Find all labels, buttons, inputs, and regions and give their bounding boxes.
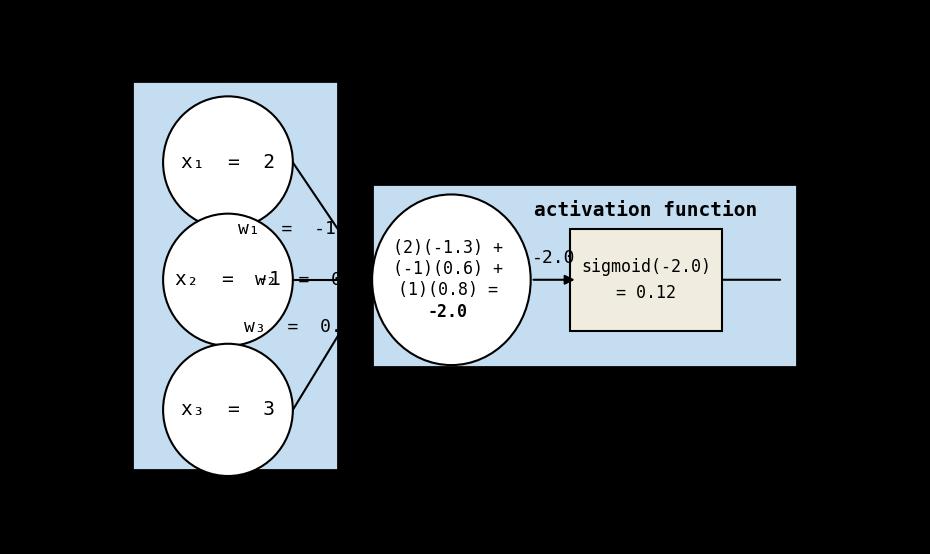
- Text: -2.0: -2.0: [532, 249, 576, 267]
- FancyBboxPatch shape: [372, 184, 797, 367]
- Ellipse shape: [163, 343, 293, 476]
- FancyBboxPatch shape: [570, 229, 722, 331]
- Ellipse shape: [372, 194, 531, 365]
- Text: (-1)(0.6) +: (-1)(0.6) +: [392, 260, 503, 278]
- Text: (2)(-1.3) +: (2)(-1.3) +: [392, 239, 503, 257]
- Text: x₁  =  2: x₁ = 2: [181, 153, 275, 172]
- Ellipse shape: [163, 96, 293, 229]
- Text: activation function: activation function: [535, 201, 758, 220]
- Text: x₂  =  -1: x₂ = -1: [175, 270, 281, 289]
- Text: w₂  =  0.6: w₂ = 0.6: [255, 271, 364, 289]
- Text: w₃  =  0.4: w₃ = 0.4: [244, 317, 352, 336]
- Text: -2.0: -2.0: [428, 303, 468, 321]
- FancyBboxPatch shape: [132, 81, 338, 470]
- Text: w₁  =  -1.3: w₁ = -1.3: [238, 220, 358, 238]
- Text: sigmoid(-2.0): sigmoid(-2.0): [581, 258, 711, 276]
- Text: = 0.12: = 0.12: [616, 284, 676, 301]
- Text: 0.12: 0.12: [816, 270, 862, 289]
- Text: x₃  =  3: x₃ = 3: [181, 401, 275, 419]
- Ellipse shape: [163, 214, 293, 346]
- Text: (1)(0.8) =: (1)(0.8) =: [398, 281, 498, 299]
